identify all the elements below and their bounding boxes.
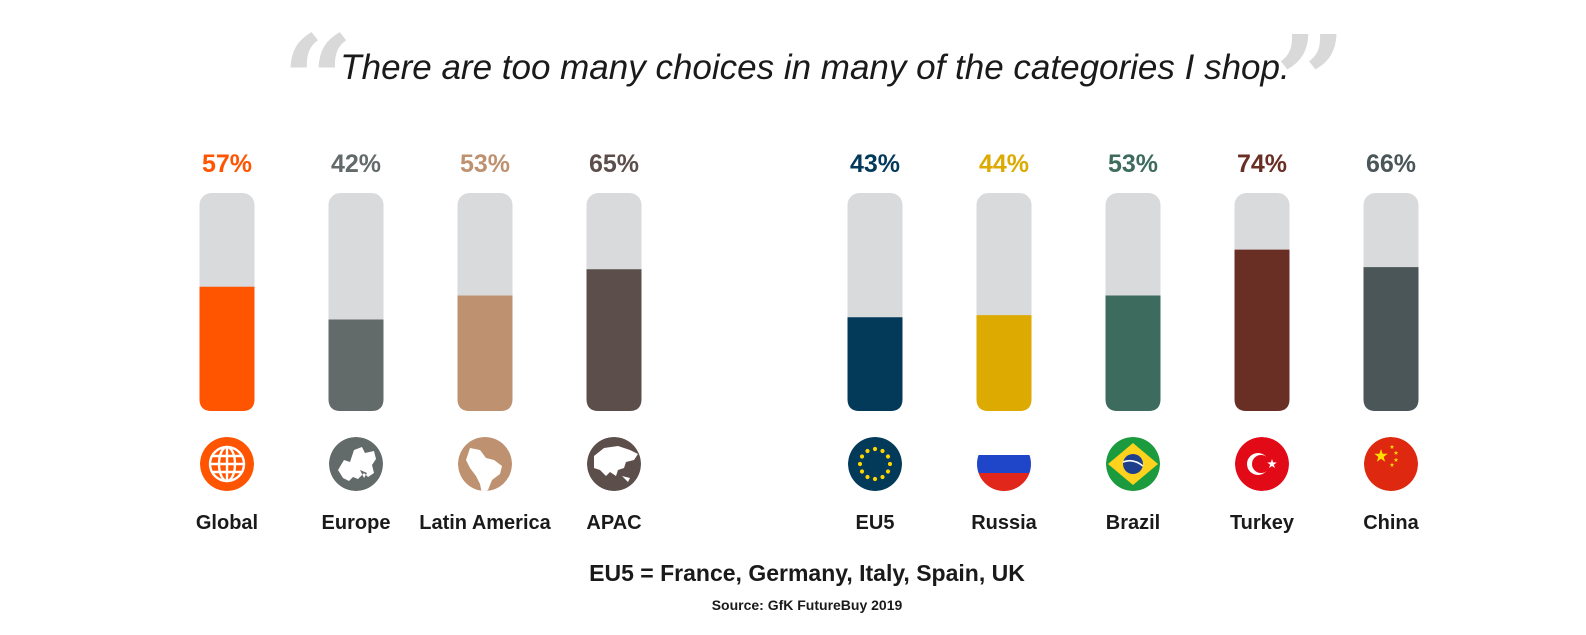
data-label: 74% — [1237, 150, 1287, 178]
data-label: 53% — [1108, 150, 1158, 178]
footnote: EU5 = France, Germany, Italy, Spain, UK — [589, 560, 1025, 586]
bar — [847, 317, 903, 411]
data-label: 43% — [850, 150, 900, 178]
bar — [1234, 249, 1290, 411]
category-label: Russia — [971, 512, 1037, 534]
bar-group: 57% Global — [196, 150, 258, 534]
data-label: 53% — [460, 150, 510, 178]
data-label: 42% — [331, 150, 381, 178]
brazil-flag-icon — [1106, 437, 1160, 491]
bar-group: 65% APAC — [586, 150, 641, 534]
category-label: Global — [196, 512, 258, 534]
bar-group: 53% Latin America — [419, 150, 551, 534]
bar-group: 53% Brazil — [1105, 150, 1161, 534]
category-label: Brazil — [1106, 512, 1160, 534]
bar — [199, 286, 255, 411]
close-quote-icon: ” — [1275, 9, 1347, 154]
turkey-flag-icon — [1235, 437, 1289, 491]
bar — [976, 315, 1032, 411]
bar-group: 44% Russia — [971, 150, 1037, 534]
bar — [1363, 267, 1419, 411]
data-label: 65% — [589, 150, 639, 178]
category-label: China — [1363, 512, 1419, 534]
china-flag-icon — [1364, 437, 1418, 491]
bar-group: 42% Europe — [322, 150, 391, 534]
bar-group: 74% Turkey — [1230, 150, 1295, 534]
asia-map-icon — [587, 437, 641, 491]
data-label: 57% — [202, 150, 252, 178]
data-label: 66% — [1366, 150, 1416, 178]
eu-flag-icon — [848, 437, 902, 491]
bar-group: 43% EU5 — [847, 150, 903, 534]
category-label: Europe — [322, 512, 391, 534]
russia-flag-icon — [977, 437, 1031, 491]
bar — [1105, 295, 1161, 411]
open-quote-icon: “ — [282, 9, 354, 154]
category-label: Latin America — [419, 512, 551, 534]
chart-title: There are too many choices in many of th… — [340, 48, 1290, 87]
bar — [586, 269, 642, 411]
category-label: Turkey — [1230, 512, 1295, 534]
globe-icon — [200, 437, 254, 491]
source-note: Source: GfK FutureBuy 2019 — [711, 597, 903, 613]
category-label: APAC — [586, 512, 641, 534]
bar — [457, 295, 513, 411]
europe-map-icon — [329, 437, 383, 491]
data-label: 44% — [979, 150, 1029, 178]
latin-america-map-icon — [458, 437, 512, 491]
bar-group: 66% China — [1363, 150, 1419, 534]
category-label: EU5 — [856, 512, 895, 534]
bar-chart: 57% Global 42% Europe 53% Latin America 65% APA… — [196, 150, 1420, 534]
bar — [328, 319, 384, 411]
